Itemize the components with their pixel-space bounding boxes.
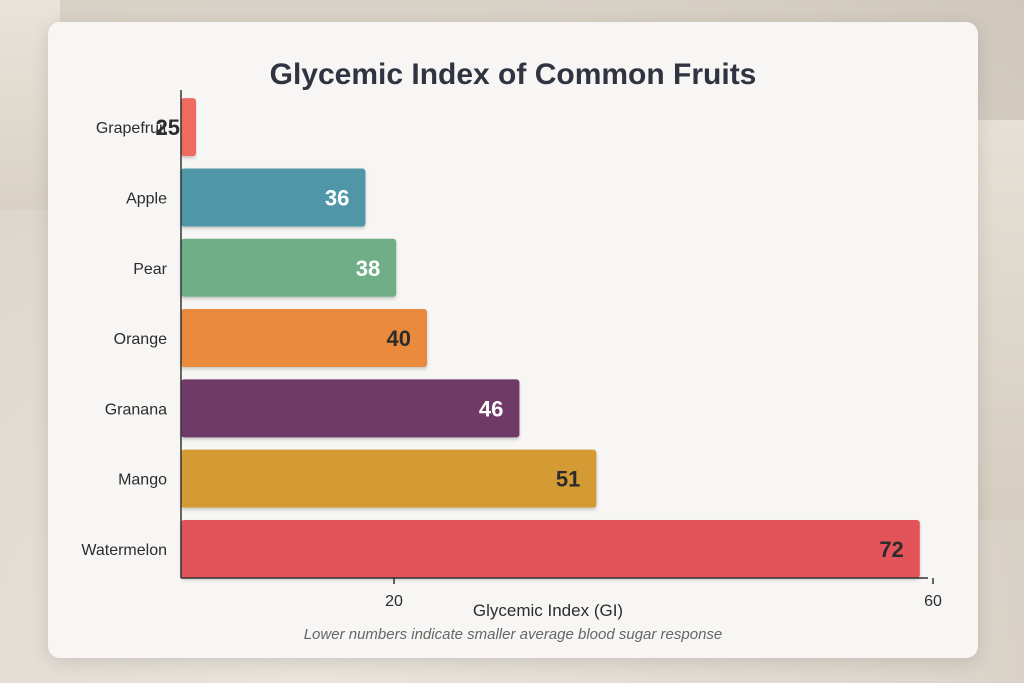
value-label: 25 [156, 115, 180, 140]
category-label: Granana [105, 401, 167, 418]
value-label: 46 [479, 396, 503, 421]
x-tick-label: 20 [385, 593, 403, 610]
chart-note: Lower numbers indicate smaller average b… [303, 626, 723, 643]
x-axis-title: Glycemic Index (GI) [473, 601, 623, 620]
category-label: Pear [133, 261, 167, 278]
category-label: Grapefruit [96, 120, 168, 137]
category-label: Mango [118, 472, 167, 489]
x-tick-label: 60 [924, 593, 942, 610]
value-label: 40 [387, 326, 411, 351]
bar-orange [181, 309, 427, 368]
chart-title: Glycemic Index of Common Fruits [269, 58, 757, 91]
value-label: 36 [325, 185, 349, 210]
bar-granana [181, 379, 520, 438]
category-label: Orange [114, 331, 167, 348]
value-label: 38 [356, 256, 380, 281]
value-label: 51 [556, 467, 580, 492]
category-label: Apple [126, 190, 167, 207]
bar-grapefruit [181, 98, 196, 157]
bar-watermelon [181, 519, 920, 578]
bar-mango [181, 449, 597, 508]
category-label: Watermelon [81, 542, 167, 559]
chart-card: Glycemic Index of Common Fruits Grapefru… [48, 22, 978, 658]
bar-apple [181, 168, 366, 227]
value-label: 72 [879, 537, 903, 562]
background-right [974, 120, 1024, 520]
bar-pear [181, 238, 397, 297]
